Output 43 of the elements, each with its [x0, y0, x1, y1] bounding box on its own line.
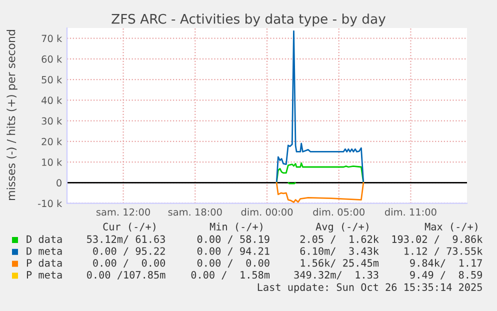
x-tick-label: dim. 11:00	[384, 208, 436, 216]
text: 9.49 / 8.59	[410, 271, 482, 280]
line-series	[276, 182, 364, 203]
text: 193.02 / 9.86k	[392, 235, 483, 244]
legend-label: P data	[26, 258, 62, 267]
text: 0.00 /107.85m	[87, 271, 166, 280]
x-tick-label: sam. 18:00	[168, 208, 222, 216]
y-tick-label: 0	[56, 179, 62, 187]
x-tick-label: dim. 05:00	[313, 208, 364, 216]
text: 0.00 / 1.58m	[191, 271, 270, 280]
y-axis-title: misses (-) / hits (+) per second	[6, 30, 18, 200]
text: 0.00 / 94.21	[197, 247, 270, 256]
text: 0.00 / 95.22	[93, 247, 165, 256]
text: 6.10m/ 3.43k	[300, 247, 379, 256]
y-tick-label: 60 k	[42, 55, 62, 63]
y-tick-label: 20 k	[42, 138, 62, 146]
y-tick-label: -10 k	[38, 200, 62, 208]
text: 53.12m/ 61.63	[87, 235, 165, 244]
text: Last update: Sun Oct 26 15:35:14 2025	[258, 283, 482, 293]
text: Min (-/+)	[210, 222, 262, 232]
y-tick-label: 40 k	[42, 96, 62, 104]
text: 349.32m/ 1.33	[294, 271, 378, 280]
text: 1.56k/ 25.45m	[300, 258, 379, 268]
line-series	[276, 30, 364, 184]
text: 1.12 / 73.55k	[404, 247, 483, 256]
legend-label: D meta	[26, 247, 62, 255]
text: 2.05 / 1.62k	[300, 235, 379, 244]
y-tick-label: 10 k	[42, 158, 62, 166]
text: 0.00 / 0.00	[197, 259, 270, 268]
legend-label: P meta	[26, 271, 62, 279]
y-tick-label: 30 k	[42, 117, 62, 125]
legend-label: D data	[26, 235, 62, 243]
text: 0.00 / 58.19	[197, 235, 270, 244]
text: 0.00 / 0.00	[93, 259, 166, 268]
text: 9.84k/ 1.17	[410, 258, 482, 268]
x-tick-label: sam. 12:00	[96, 208, 150, 216]
text: Avg (-/+)	[316, 222, 368, 232]
y-tick-label: 50 k	[42, 76, 62, 84]
y-tick-label: 70 k	[42, 34, 62, 42]
x-tick-label: dim. 00:00	[241, 208, 293, 216]
text: Max (-/+)	[424, 222, 478, 232]
text: Cur (-/+)	[103, 222, 156, 232]
chart-title: ZFS ARC - Activities by data type - by day	[112, 14, 386, 26]
